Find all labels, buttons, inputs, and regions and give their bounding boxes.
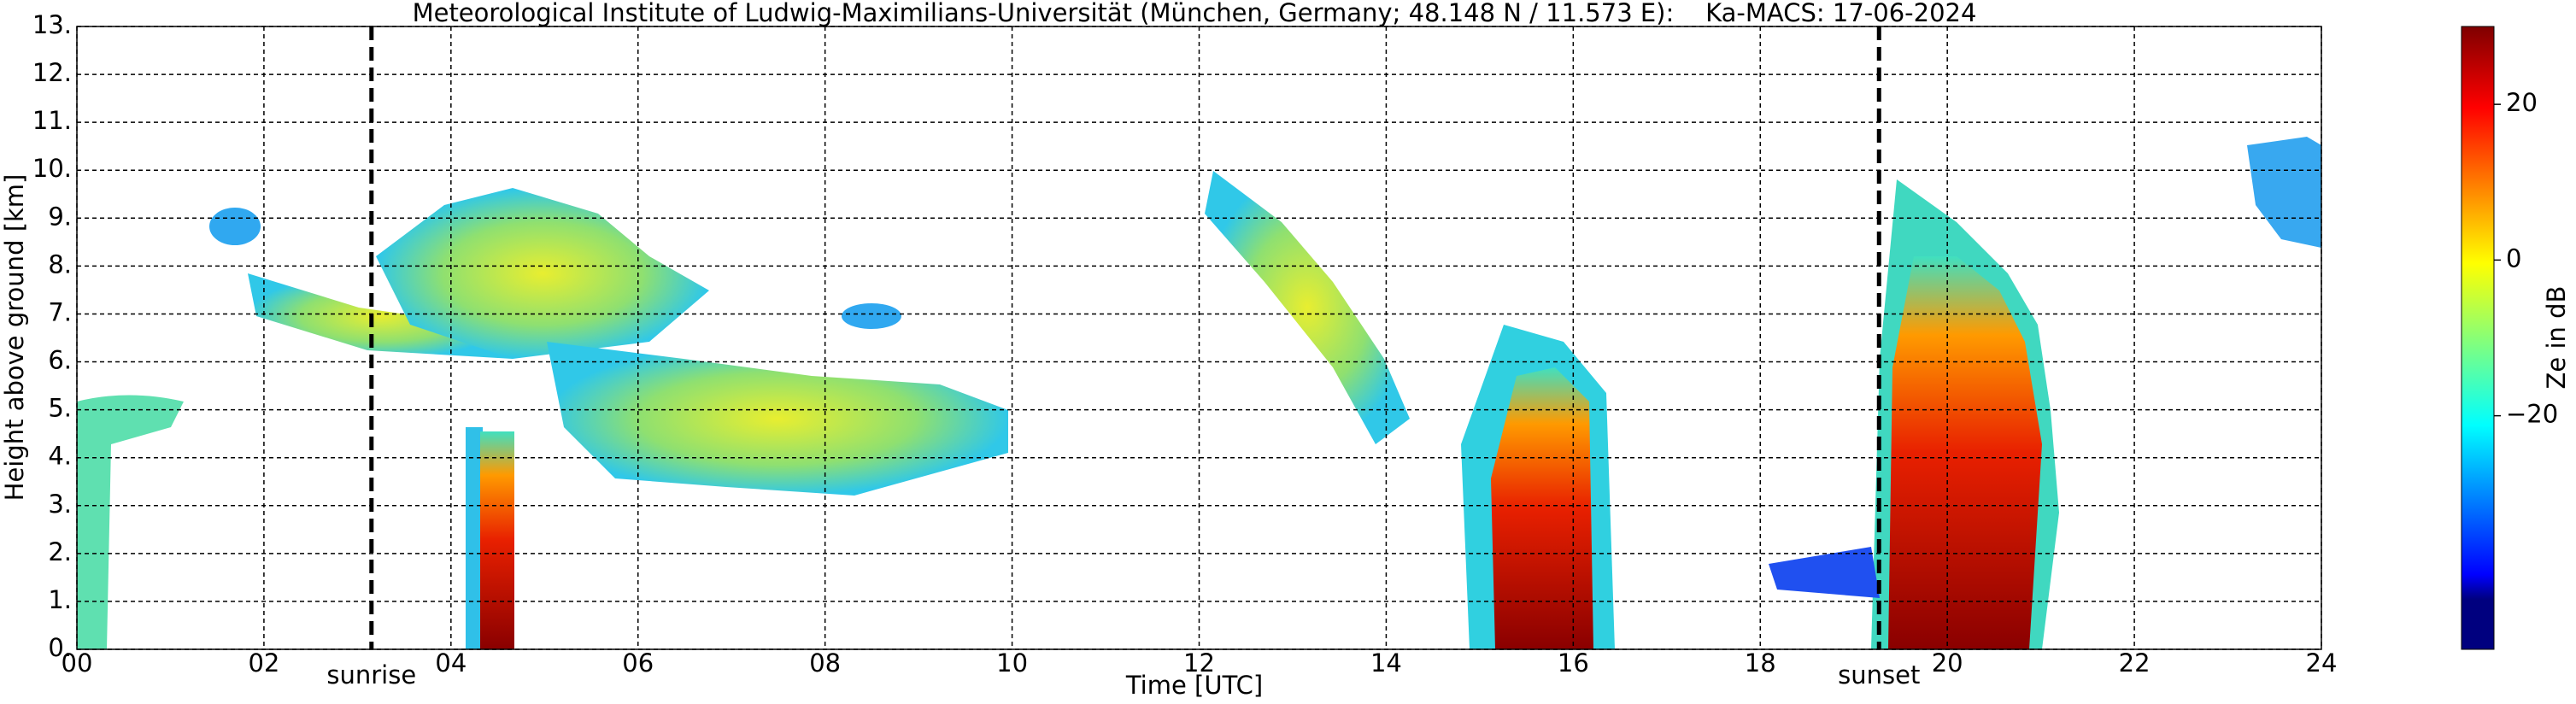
annotation-label: sunset <box>1838 660 1920 689</box>
cloud <box>1888 256 2042 649</box>
y-tick-label: 11. <box>32 106 72 135</box>
x-tick-label: 20 <box>1932 648 1963 678</box>
y-tick-label: 1. <box>48 585 72 614</box>
y-tick-label: 13. <box>32 10 72 39</box>
y-tick-label: 3. <box>48 490 72 519</box>
x-tick-label: 00 <box>62 648 93 678</box>
y-tick-label: 4. <box>48 442 72 471</box>
x-tick-label: 10 <box>996 648 1028 678</box>
colorbar-tick-label: −20 <box>2506 400 2558 429</box>
cloud <box>209 208 261 245</box>
cloud <box>480 431 514 649</box>
cloud <box>466 427 483 649</box>
colorbar-label: Ze in dB <box>2542 286 2571 390</box>
x-tick-label: 18 <box>1745 648 1776 678</box>
x-tick-label: 16 <box>1558 648 1589 678</box>
cloud <box>248 273 513 359</box>
cloud <box>77 395 184 649</box>
x-tick-label: 06 <box>622 648 654 678</box>
y-axis-label: Height above ground [km] <box>0 174 29 502</box>
x-tick-label: 14 <box>1370 648 1402 678</box>
x-axis-label: Time [UTC] <box>1125 671 1263 700</box>
y-tick-label: 12. <box>32 58 72 87</box>
y-tick-label: 0. <box>48 633 72 662</box>
x-tick-label: 12 <box>1183 648 1215 678</box>
y-tick-label: 10. <box>32 154 72 183</box>
x-tick-label: 02 <box>248 648 279 678</box>
cloud <box>1769 547 1880 598</box>
reflectivity-field <box>77 137 2321 649</box>
x-tick-label: 24 <box>2306 648 2338 678</box>
y-tick-label: 5. <box>48 394 72 423</box>
cloud <box>547 342 1008 496</box>
chart-title: Meteorological Institute of Ludwig-Maxim… <box>413 0 1977 27</box>
cloud <box>842 303 901 329</box>
cloud <box>1205 171 1410 444</box>
y-tick-label: 8. <box>48 249 72 279</box>
y-tick-label: 2. <box>48 537 72 566</box>
x-tick-label: 04 <box>435 648 466 678</box>
y-tick-label: 6. <box>48 346 72 375</box>
y-tick-label: 9. <box>48 202 72 231</box>
x-tick-label: 22 <box>2119 648 2151 678</box>
x-tick-label: 08 <box>809 648 841 678</box>
colorbar <box>2461 26 2495 650</box>
colorbar-tick-label: 0 <box>2506 243 2521 273</box>
cloud <box>376 188 709 359</box>
annotation-label: sunrise <box>326 660 416 689</box>
colorbar-tick-label: 20 <box>2506 88 2538 117</box>
y-tick-label: 7. <box>48 297 72 326</box>
cloud <box>1491 367 1593 649</box>
cloud <box>2247 137 2321 248</box>
